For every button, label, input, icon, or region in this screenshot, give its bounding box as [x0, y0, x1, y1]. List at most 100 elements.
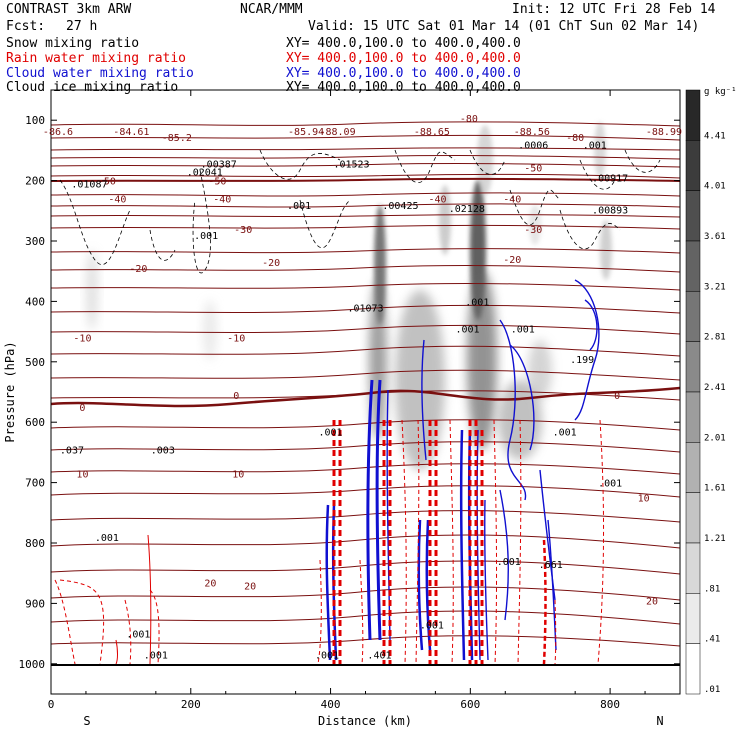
y-tick-label: 300 [25, 235, 45, 248]
maximum-value-label: .001 [126, 630, 150, 641]
colorbar-label: .41 [704, 635, 720, 645]
field-xy-snow: XY= 400.0,100.0 to 400.0,400.0 [286, 36, 521, 51]
y-tick-label: 500 [25, 356, 45, 369]
field-name-cloud-ice: Cloud ice mixing ratio [6, 80, 179, 95]
temperature-contour-label: -88.09 [319, 127, 355, 138]
colorbar-label: 2.81 [704, 333, 726, 343]
maximum-value-label: .199 [570, 355, 594, 366]
y-tick-label: 100 [25, 114, 45, 127]
y-axis-label: Pressure (hPa) [3, 341, 17, 442]
field-xy-rain: XY= 400.0,100.0 to 400.0,400.0 [286, 51, 521, 66]
maximum-value-label: .02041 [187, 168, 223, 179]
maximum-value-label: .001 [497, 557, 521, 568]
y-tick-label: 200 [25, 175, 45, 188]
x-tick-label: 200 [181, 698, 201, 711]
temperature-contour-label: -88.99 [646, 127, 682, 138]
colorbar-label: .01 [704, 685, 720, 695]
temperature-contour-label: 20 [244, 581, 256, 592]
temperature-contour-label: 10 [76, 470, 88, 481]
temperature-contour-label: -80 [460, 114, 478, 125]
x-tick-label: 600 [460, 698, 480, 711]
temperature-contour-label: 10 [638, 494, 650, 505]
temperature-contour-label: -85.2 [162, 133, 192, 144]
temperature-contour-label: -40 [503, 195, 521, 206]
colorbar-label: 1.21 [704, 534, 726, 544]
maximum-value-label: .01073 [347, 303, 383, 314]
temperature-contour-label: 0 [79, 403, 85, 414]
colorbar-label: 3.21 [704, 282, 726, 292]
maximum-value-label: .001 [455, 325, 479, 336]
maximum-value-label: .001 [144, 651, 168, 662]
colorbar-swatch [685, 140, 701, 191]
temperature-contour-label: -30 [524, 225, 542, 236]
colorbar-swatch [685, 190, 701, 242]
colorbar-swatch [685, 542, 701, 594]
colorbar-label: 3.61 [704, 232, 726, 242]
temperature-contour-label: -86.6 [43, 127, 73, 138]
maximum-value-label: .00425 [382, 201, 418, 212]
field-xy-cloud-water: XY= 400.0,100.0 to 400.0,400.0 [286, 66, 521, 81]
temperature-contour-label: -88.65 [414, 127, 450, 138]
x-tick-label: 400 [321, 698, 341, 711]
forecast-hours: 27 h [66, 19, 98, 34]
temperature-contour-label: -20 [262, 258, 280, 269]
temperature-contour-label: 20 [204, 578, 216, 589]
y-tick-label: 800 [25, 537, 45, 550]
maximum-value-label: .001 [511, 325, 535, 336]
maximum-value-label: .00893 [592, 206, 628, 217]
colorbar-label: .81 [704, 584, 720, 594]
maximum-value-label: .001 [420, 621, 444, 632]
init-time: Init: 12 UTC Fri 28 Feb 14 [512, 2, 716, 17]
colorbar-label: 4.41 [704, 131, 726, 141]
maximum-value-label: .001 [95, 533, 119, 544]
colorbar-swatch [685, 442, 701, 493]
temperature-contour-label: 10 [232, 470, 244, 481]
temperature-contours [51, 121, 680, 647]
colorbar-swatch [685, 240, 701, 292]
colorbar-swatch [685, 643, 701, 695]
maximum-value-label: .003 [151, 445, 175, 456]
colorbar-swatch [685, 492, 701, 544]
temperature-contour-label: 0 [614, 391, 620, 402]
temperature-contour-label: -88.56 [514, 127, 550, 138]
field-name-cloud-water: Cloud water mixing ratio [6, 66, 194, 81]
temperature-contour-label: -20 [129, 264, 147, 275]
maximum-value-label: .001 [319, 427, 343, 438]
field-xy-cloud-ice: XY= 400.0,100.0 to 400.0,400.0 [286, 80, 521, 95]
temperature-contour-label: -10 [73, 334, 91, 345]
maximum-value-label: .001 [583, 140, 607, 151]
colorbar-label: 1.61 [704, 484, 726, 494]
y-tick-label: 400 [25, 295, 45, 308]
maximum-value-label: .00387 [201, 160, 237, 171]
organization-label: NCAR/MMM [240, 2, 303, 17]
y-tick-label: 600 [25, 416, 45, 429]
colorbar-label: 2.01 [704, 433, 726, 443]
maximum-value-label: .001 [315, 651, 339, 662]
field-name-snow: Snow mixing ratio [6, 36, 140, 51]
ice-dashed-contours [59, 149, 661, 274]
maximum-value-label: .001 [598, 479, 622, 490]
cloud-water-contours [325, 279, 600, 661]
valid-time: Valid: 15 UTC Sat 01 Mar 14 (01 ChT Sun … [308, 19, 700, 34]
colorbar-label: 4.01 [704, 182, 726, 192]
temperature-contour-label: -10 [227, 334, 245, 345]
x-axis-label: Distance (km) [318, 714, 412, 728]
colorbar-swatch [685, 89, 701, 141]
forecast-label: Fcst: [6, 19, 46, 34]
maximum-value-label: .02128 [449, 204, 485, 215]
maximum-value-label: .001 [287, 201, 311, 212]
south-label: S [83, 714, 90, 728]
x-tick-label: 800 [600, 698, 620, 711]
temperature-contour-label: -40 [108, 195, 126, 206]
temperature-contour-label: -50 [208, 177, 226, 188]
temperature-contour-label: 0 [233, 391, 239, 402]
colorbar-swatch [685, 593, 701, 644]
colorbar-swatch [685, 341, 701, 393]
temperature-contour-label: -80 [566, 133, 584, 144]
x-tick-label: 0 [48, 698, 55, 711]
maximum-value-label: .00917 [592, 174, 628, 185]
y-tick-label: 1000 [19, 658, 46, 671]
field-name-rain: Rain water mixing ratio [6, 51, 187, 66]
